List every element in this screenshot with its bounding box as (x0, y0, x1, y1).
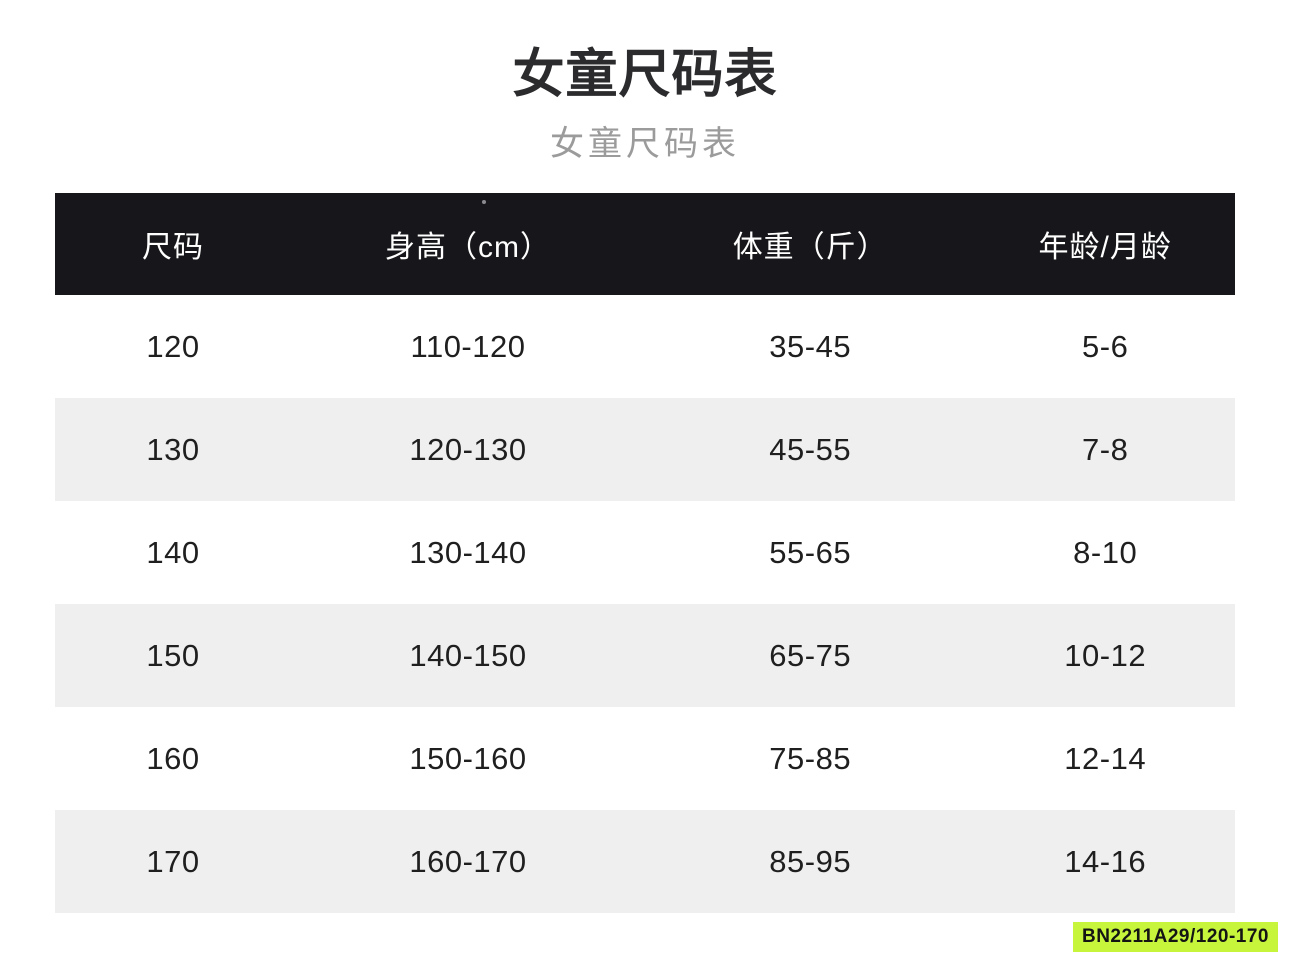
weight-cell: 45-55 (769, 431, 852, 467)
size-chart-table: 尺码 身高（cm） 体重（斤） 年龄/月龄 120 110-120 35-45 … (55, 193, 1235, 913)
weight-cell: 85-95 (769, 843, 852, 879)
height-cell: 150-160 (409, 740, 527, 776)
weight-cell: 35-45 (769, 328, 852, 364)
table-row: 140 130-140 55-65 8-10 (55, 501, 1235, 604)
size-cell: 120 (146, 328, 200, 364)
size-cell: 170 (146, 843, 200, 879)
height-cell: 160-170 (409, 843, 527, 879)
age-cell: 8-10 (1073, 534, 1138, 570)
weight-cell: 75-85 (769, 740, 852, 776)
height-cell: 110-120 (410, 328, 526, 364)
table-header-row: 尺码 身高（cm） 体重（斤） 年龄/月龄 (55, 193, 1235, 295)
age-cell: 12-14 (1064, 740, 1147, 776)
table-row: 170 160-170 85-95 14-16 (55, 810, 1235, 913)
table-row: 150 140-150 65-75 10-12 (55, 604, 1235, 707)
column-header-height: 身高（cm） (385, 231, 551, 264)
size-cell: 160 (146, 740, 200, 776)
dust-speck (482, 200, 486, 204)
table-row: 160 150-160 75-85 12-14 (55, 707, 1235, 810)
height-cell: 120-130 (409, 431, 527, 467)
page-title: 女童尺码表 (512, 46, 778, 104)
column-header-age: 年龄/月龄 (1038, 231, 1172, 264)
page-subtitle: 女童尺码表 (550, 125, 740, 163)
size-cell: 150 (146, 637, 200, 673)
weight-cell: 65-75 (769, 637, 852, 673)
height-cell: 140-150 (409, 637, 527, 673)
size-cell: 130 (146, 431, 200, 467)
height-cell: 130-140 (409, 534, 527, 570)
sku-badge: BN2211A29/120-170 (1072, 922, 1278, 952)
table-row: 130 120-130 45-55 7-8 (55, 398, 1235, 501)
weight-cell: 55-65 (769, 534, 852, 570)
age-cell: 5-6 (1082, 328, 1129, 364)
table-row: 120 110-120 35-45 5-6 (55, 295, 1235, 398)
column-header-weight: 体重（斤） (732, 231, 888, 264)
age-cell: 10-12 (1064, 637, 1147, 673)
table-body: 120 110-120 35-45 5-6 130 120-130 45-55 … (55, 295, 1235, 913)
age-cell: 14-16 (1064, 843, 1147, 879)
size-cell: 140 (146, 534, 200, 570)
column-header-size: 尺码 (142, 231, 204, 264)
age-cell: 7-8 (1082, 431, 1129, 467)
